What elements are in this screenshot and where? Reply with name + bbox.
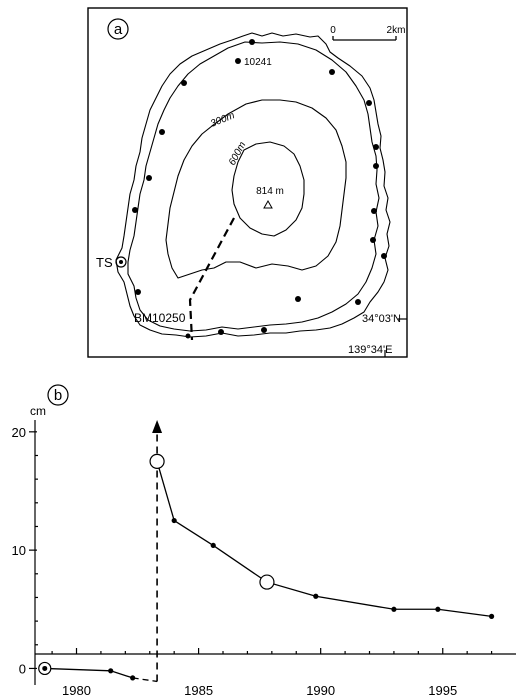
station-ts-marker xyxy=(115,256,127,268)
scale-zero-label: 0 xyxy=(330,25,336,36)
contour-600m xyxy=(231,141,305,237)
contour-600m-label: 600m xyxy=(227,140,248,167)
benchmark-north-label: 10241 xyxy=(244,57,272,68)
x-ticks: 1980 1985 1990 1995 xyxy=(51,648,493,698)
x-tick-label: 1980 xyxy=(62,683,91,698)
data-point xyxy=(313,593,319,599)
data-point-open xyxy=(149,453,165,470)
longitude-label: 139°34'E xyxy=(348,344,392,356)
data-point xyxy=(210,542,216,549)
dike-dashed-line xyxy=(188,217,235,341)
series-line-pre xyxy=(44,667,133,679)
panel-a-badge xyxy=(107,18,129,40)
panel-b-letter: b xyxy=(54,387,62,404)
latitude-label: 34°03'N xyxy=(362,313,401,325)
y-tick-label: 10 xyxy=(12,543,26,558)
contour-300m-label: 300m xyxy=(209,110,236,130)
map-frame xyxy=(87,7,408,358)
map-panel: a 0 2km 300m 600m 814 m xyxy=(87,7,408,358)
scale-bar: 0 2km xyxy=(330,25,406,41)
coastal-road xyxy=(127,41,380,332)
panel-b-badge xyxy=(47,384,69,406)
x-tick-label: 1995 xyxy=(428,683,457,698)
eruption-marker xyxy=(152,420,163,682)
data-point-open xyxy=(259,574,275,590)
benchmark-south-label: BM10250 xyxy=(134,311,186,325)
series-line-post xyxy=(156,461,492,618)
contour-300m xyxy=(165,99,347,279)
benchmark-dots xyxy=(132,39,387,335)
station-ts-center xyxy=(119,260,123,264)
summit-triangle-icon xyxy=(263,199,273,209)
y-axis-unit-label: cm xyxy=(30,404,46,418)
data-point xyxy=(108,668,114,674)
series-line-gap xyxy=(132,677,158,683)
data-point-reference-center xyxy=(42,665,48,671)
benchmark-south-dot xyxy=(185,333,191,339)
y-ticks: 0 10 20 xyxy=(12,425,38,676)
data-point xyxy=(130,675,136,681)
x-tick-label: 1985 xyxy=(184,683,213,698)
data-point xyxy=(391,606,397,612)
y-tick-label: 0 xyxy=(19,661,26,676)
scale-end-label: 2km xyxy=(387,25,406,36)
data-point xyxy=(435,606,441,612)
station-ts-label: TS xyxy=(96,255,113,270)
data-point xyxy=(171,517,177,524)
arrow-up-icon xyxy=(152,420,163,433)
data-point xyxy=(488,613,495,619)
series xyxy=(38,453,495,683)
summit-elevation-label: 814 m xyxy=(256,186,284,197)
x-tick-label: 1990 xyxy=(306,683,335,698)
y-tick-label: 20 xyxy=(12,425,26,440)
coastline xyxy=(115,32,391,338)
chart-panel: b cm 0 10 20 1980 1985 1990 1995 xyxy=(12,384,516,698)
panel-a-letter: a xyxy=(114,21,123,38)
